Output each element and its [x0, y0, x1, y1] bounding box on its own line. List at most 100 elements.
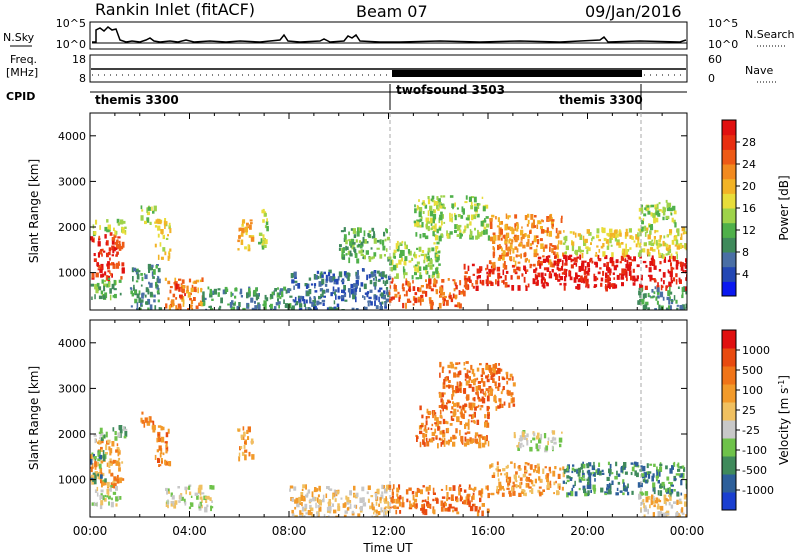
heatmap-cell — [514, 434, 516, 439]
heatmap-cell — [564, 262, 568, 266]
heatmap-cell — [613, 265, 617, 271]
heatmap-cell — [621, 268, 625, 274]
heatmap-cell — [261, 244, 265, 248]
freq-panel-frame — [89, 54, 688, 83]
heatmap-cell — [353, 283, 357, 288]
heatmap-cell — [681, 287, 684, 293]
heatmap-cell — [638, 493, 641, 500]
heatmap-cell — [520, 253, 522, 259]
heatmap-cell — [367, 302, 370, 307]
heatmap-cell — [160, 436, 165, 443]
heatmap-cell — [117, 222, 120, 226]
heatmap-cell — [427, 199, 431, 205]
heatmap-cell — [479, 266, 483, 270]
heatmap-cell — [651, 289, 654, 293]
heatmap-cell — [245, 231, 248, 236]
heatmap-cell — [153, 299, 156, 303]
heatmap-cell — [460, 292, 464, 295]
heatmap-cell — [155, 219, 158, 224]
heatmap-cell — [432, 213, 437, 220]
heatmap-cell — [181, 286, 183, 293]
heatmap-cell — [551, 219, 555, 222]
heatmap-cell — [97, 252, 100, 258]
heatmap-cell — [244, 226, 248, 233]
heatmap-cell — [605, 272, 608, 279]
heatmap-cell — [311, 514, 315, 517]
heatmap-cell — [402, 287, 405, 292]
heatmap-cell — [100, 495, 103, 499]
heatmap-cell — [335, 515, 339, 517]
heatmap-cell — [385, 298, 390, 302]
heatmap-cell — [94, 294, 96, 300]
heatmap-cell — [442, 385, 446, 389]
heatmap-cell — [396, 506, 399, 510]
heatmap-cell — [157, 276, 160, 279]
heatmap-cell — [578, 278, 581, 283]
heatmap-cell — [490, 375, 493, 380]
heatmap-cell — [240, 232, 244, 237]
heatmap-cell — [540, 433, 543, 440]
heatmap-cell — [544, 466, 547, 469]
heatmap-cell — [193, 297, 196, 301]
heatmap-cell — [518, 244, 521, 247]
heatmap-cell — [500, 391, 503, 395]
heatmap-cell — [92, 472, 96, 475]
heatmap-cell — [468, 414, 472, 417]
heatmap-cell — [332, 493, 334, 500]
heatmap-cell — [428, 274, 431, 279]
heatmap-cell — [536, 253, 539, 256]
heatmap-cell — [376, 239, 380, 243]
heatmap-cell — [454, 366, 458, 370]
heatmap-cell — [545, 474, 549, 480]
heatmap-cell — [104, 234, 107, 239]
heatmap-cell — [464, 201, 468, 204]
heatmap-cell — [379, 497, 382, 501]
heatmap-cell — [123, 426, 125, 431]
heatmap-cell — [141, 276, 144, 282]
heatmap-cell — [135, 271, 139, 275]
colorbar-swatch — [722, 164, 736, 180]
heatmap-cell — [562, 480, 565, 484]
heatmap-cell — [481, 196, 484, 199]
heatmap-cell — [492, 232, 496, 236]
heatmap-cell — [111, 273, 113, 278]
heatmap-cell — [566, 475, 570, 479]
heatmap-cell — [442, 301, 444, 304]
heatmap-cell — [424, 253, 428, 257]
heatmap-region — [258, 208, 269, 250]
heatmap-cell — [489, 369, 493, 373]
heatmap-cell — [386, 484, 390, 490]
heatmap-cell — [608, 489, 612, 495]
heatmap-cell — [498, 257, 501, 261]
heatmap-cell — [164, 223, 166, 229]
heatmap-cell — [626, 260, 629, 265]
heatmap-cell — [492, 373, 496, 377]
heatmap-cell — [337, 506, 341, 512]
heatmap-cell — [299, 295, 303, 300]
heatmap-cell — [628, 228, 632, 233]
heatmap-cell — [402, 496, 404, 503]
colorbar-swatch — [722, 208, 736, 224]
heatmap-cell — [648, 267, 652, 273]
heatmap-cell — [424, 235, 429, 240]
heatmap-cell — [100, 274, 103, 278]
heatmap-cell — [487, 485, 489, 491]
heatmap-cell — [497, 235, 501, 241]
heatmap-cell — [419, 224, 422, 228]
heatmap-cell — [393, 285, 397, 289]
heatmap-cell — [610, 244, 613, 247]
heatmap-cell — [525, 482, 529, 488]
heatmap-cell — [434, 235, 439, 241]
heatmap-cell — [106, 219, 109, 223]
heatmap-cell — [301, 502, 303, 507]
heatmap-cell — [381, 239, 385, 246]
heatmap-cell — [507, 393, 511, 396]
heatmap-cell — [209, 288, 212, 295]
heatmap-cell — [310, 283, 314, 286]
heatmap-cell — [403, 294, 406, 297]
heatmap-cell — [659, 261, 662, 265]
heatmap-cell — [113, 279, 116, 286]
heatmap-cell — [514, 271, 518, 275]
heatmap-cell — [141, 293, 144, 299]
heatmap-cell — [370, 247, 373, 250]
